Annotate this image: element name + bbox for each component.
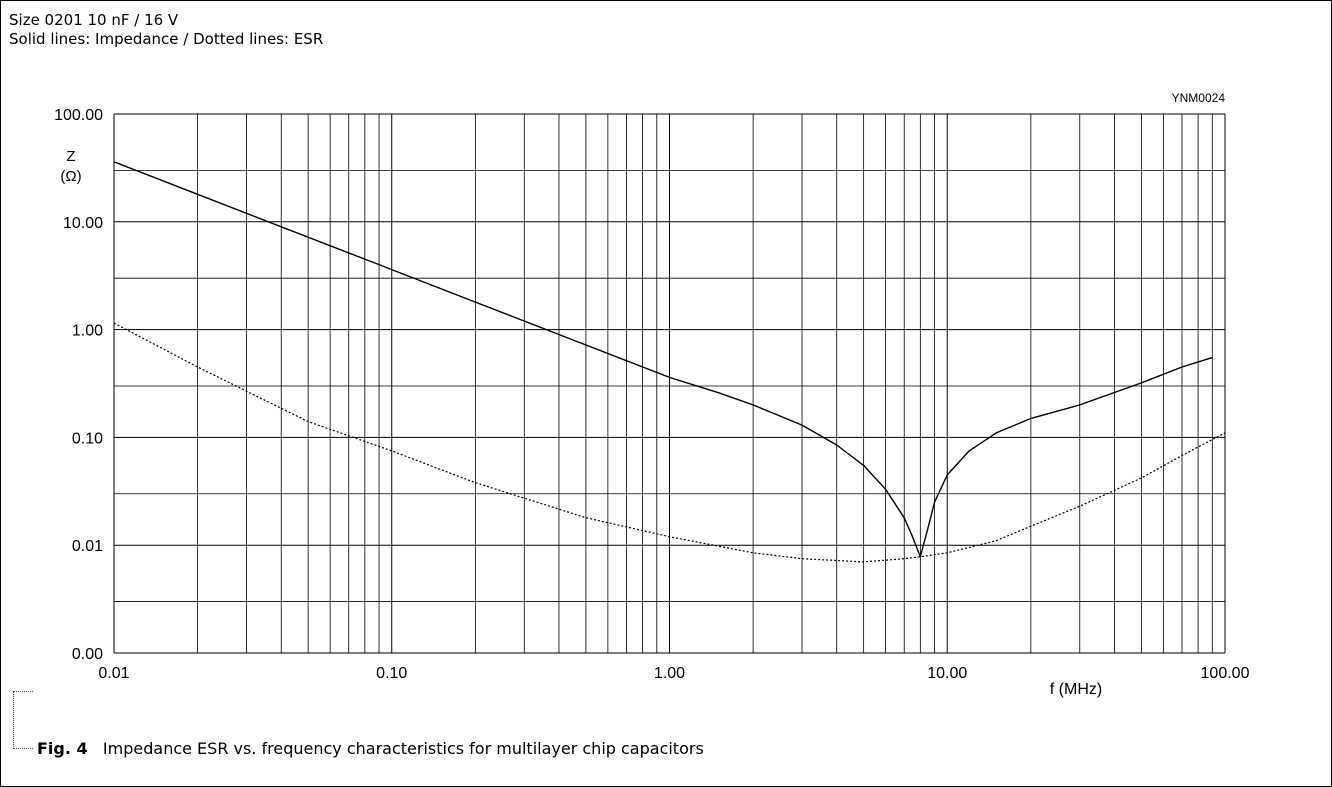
spec-line: Size 0201 10 nF / 16 V	[9, 11, 179, 29]
tick-labels: 0.01 0.10 1.00 10.00 100.00 0.00 0.01 0.10 1.00 1…	[54, 107, 1250, 682]
y-tick-label: 10.00	[63, 215, 103, 232]
caption-bracket	[13, 691, 33, 749]
esr-curve	[113, 322, 1226, 563]
chart-series	[113, 161, 1226, 563]
figure-number: Fig. 4	[37, 739, 88, 758]
figure-code: YNM0024	[1172, 91, 1226, 105]
y-axis-label: Z	[66, 148, 75, 165]
x-tick-label: 10.00	[927, 665, 967, 682]
legend-line: Solid lines: Impedance / Dotted lines: E…	[9, 30, 324, 48]
caption-text: Impedance ESR vs. frequency characterist…	[102, 739, 704, 758]
y-tick-label: 0.01	[72, 538, 103, 555]
y-tick-label: 100.00	[54, 107, 103, 124]
x-tick-label: 100.00	[1201, 665, 1250, 682]
chart-grid	[113, 113, 1226, 654]
figure-caption: Fig. 4 Impedance ESR vs. frequency chara…	[37, 739, 704, 758]
impedance-curve	[113, 161, 1213, 558]
x-axis-label: f (MHz)	[1050, 681, 1102, 698]
y-tick-label: 0.00	[72, 646, 103, 663]
y-tick-label: 1.00	[72, 323, 103, 340]
x-tick-label: 0.01	[98, 665, 129, 682]
x-tick-label: 1.00	[654, 665, 685, 682]
y-tick-label: 0.10	[72, 430, 103, 447]
x-tick-label: 0.10	[376, 665, 407, 682]
y-axis-unit: (Ω)	[60, 168, 81, 185]
